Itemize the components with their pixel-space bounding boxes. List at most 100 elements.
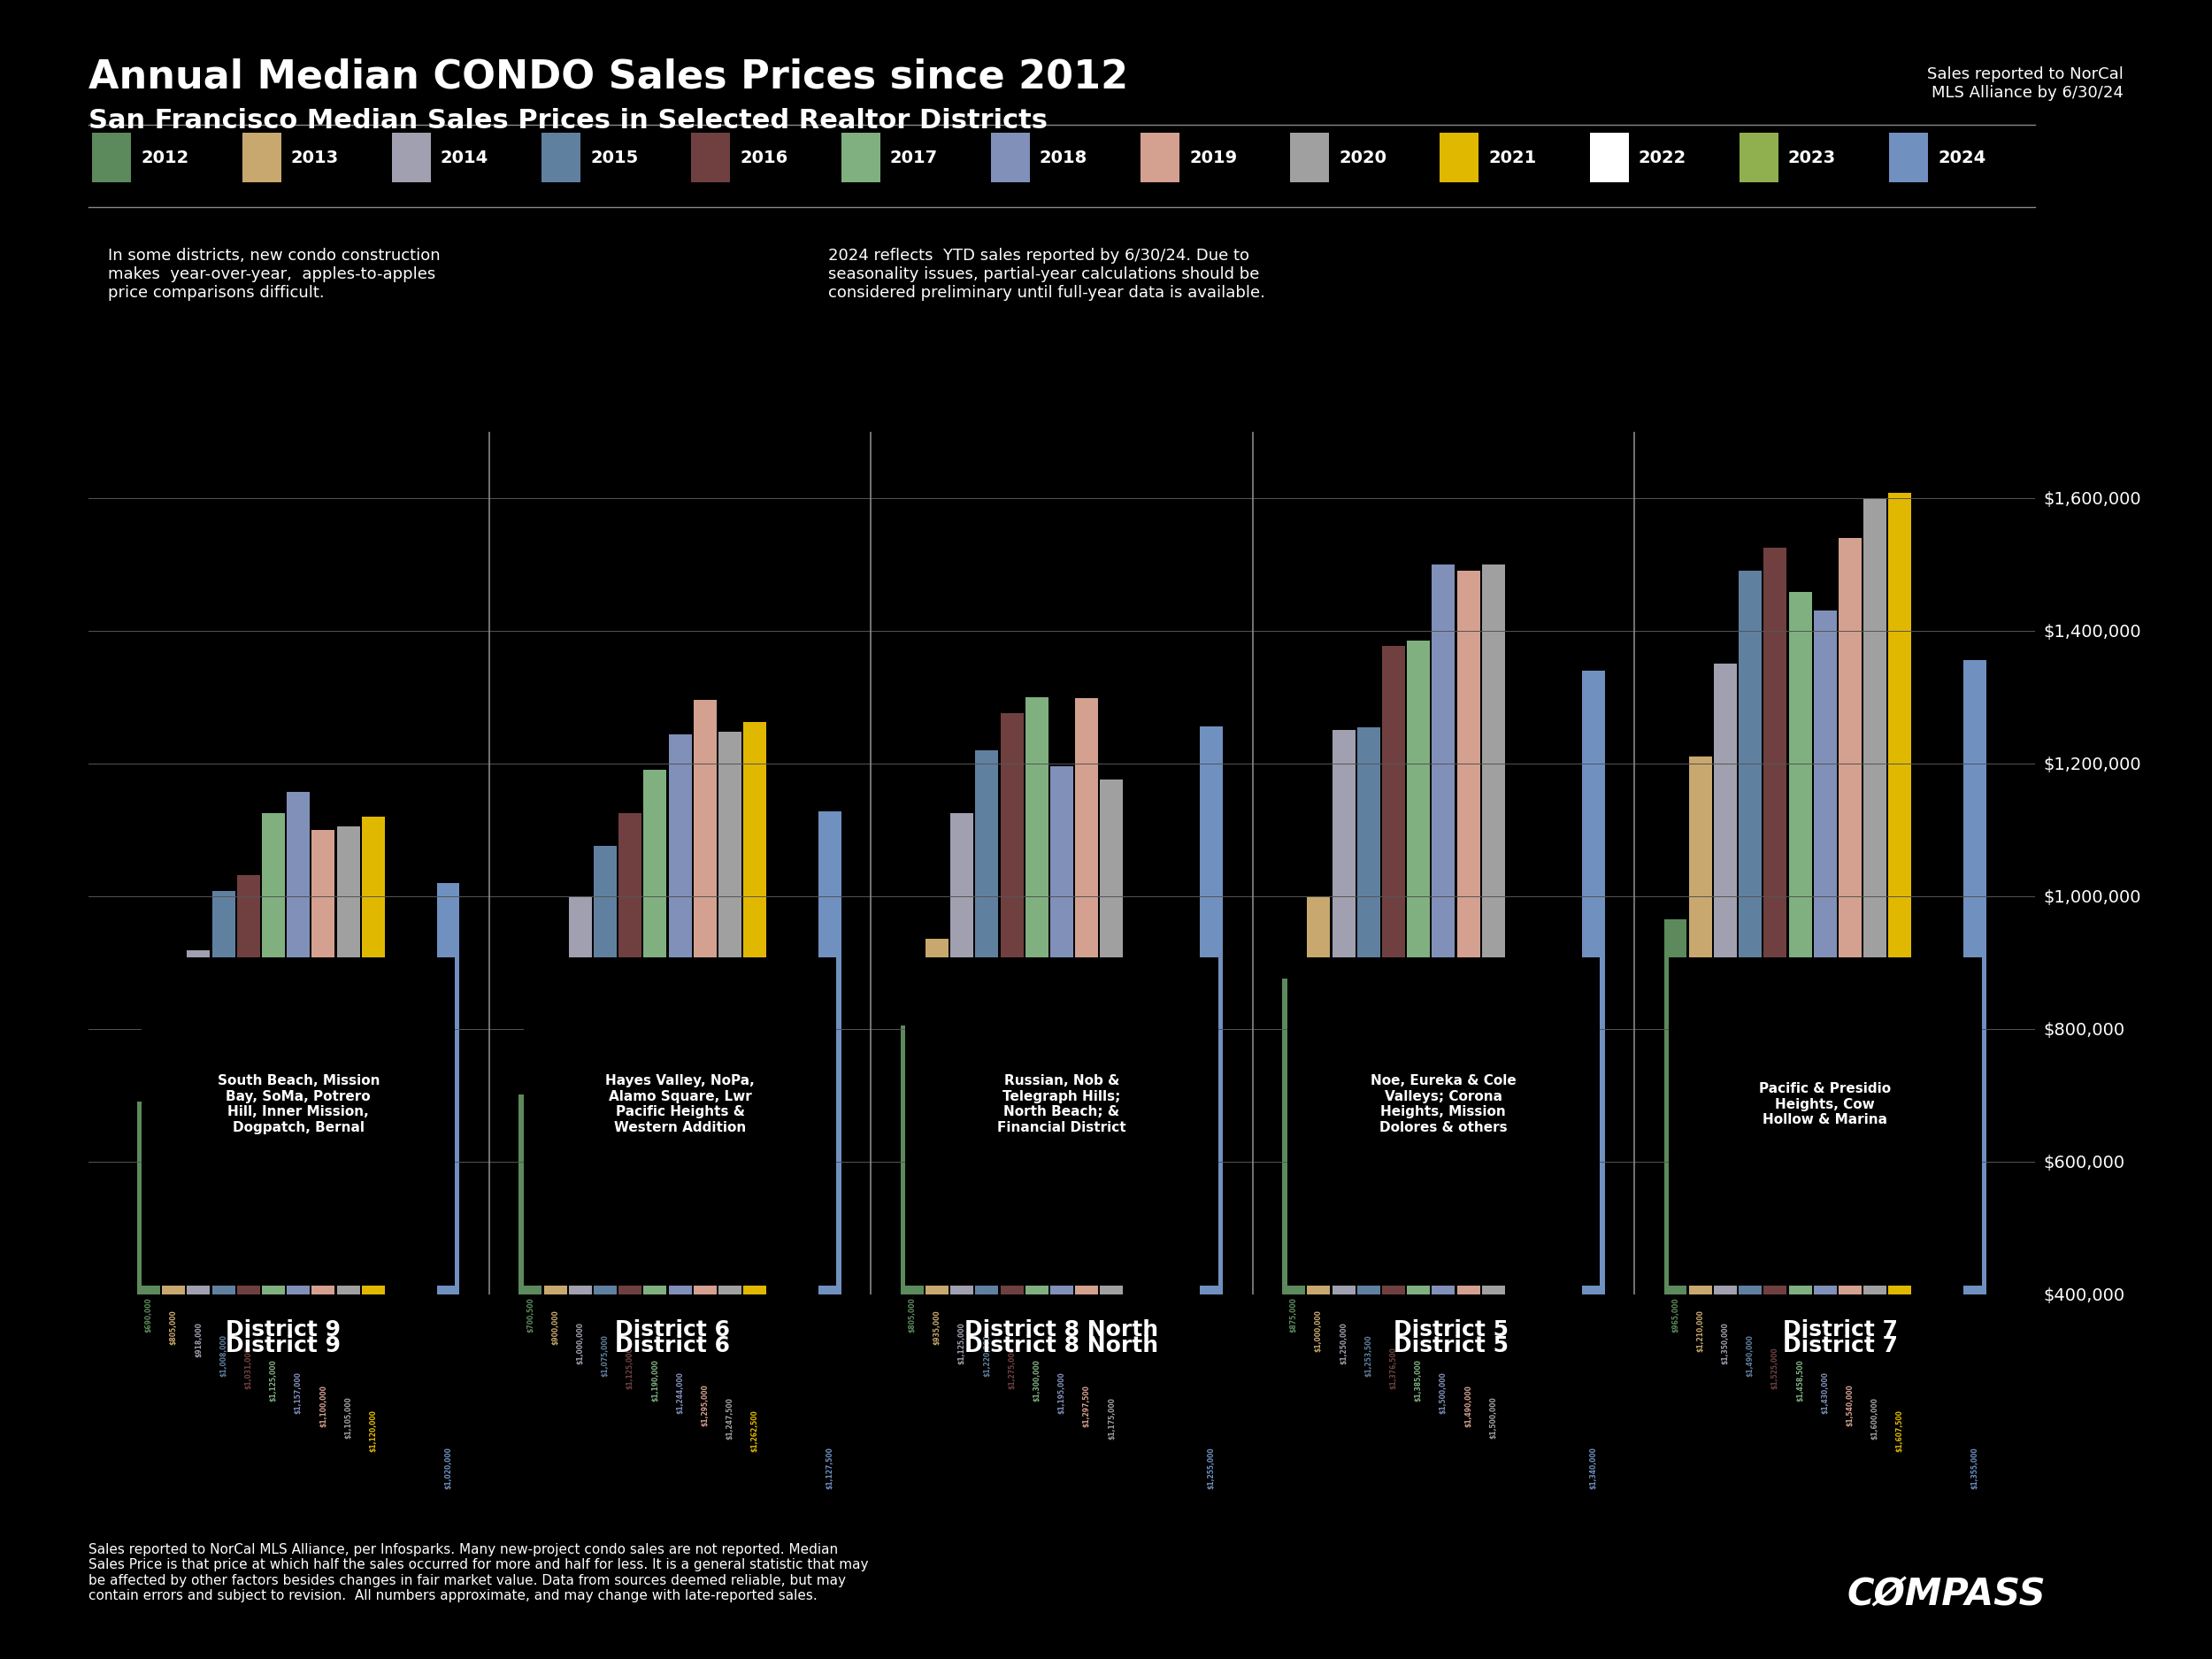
- Text: $1,125,000: $1,125,000: [958, 1322, 967, 1364]
- Bar: [925, 939, 949, 1294]
- Bar: [436, 883, 460, 1294]
- Bar: [1307, 896, 1329, 1294]
- FancyBboxPatch shape: [1287, 957, 1599, 1286]
- Text: District 6: District 6: [615, 1319, 730, 1340]
- Text: District 8 North: District 8 North: [964, 1319, 1159, 1340]
- FancyBboxPatch shape: [1668, 957, 1982, 1286]
- Text: $1,275,000: $1,275,000: [1009, 1347, 1015, 1390]
- Text: $1,300,000: $1,300,000: [1033, 1360, 1042, 1402]
- Text: 2016: 2016: [741, 149, 787, 166]
- Text: $1,540,000: $1,540,000: [1847, 1384, 1854, 1427]
- Text: $1,250,000: $1,250,000: [1340, 1322, 1347, 1364]
- Text: 2022: 2022: [1639, 149, 1686, 166]
- Text: 2017: 2017: [889, 149, 938, 166]
- Text: $1,100,000: $1,100,000: [319, 1384, 327, 1427]
- Text: Noe, Eureka & Cole
Valleys; Corona
Heights, Mission
Dolores & others: Noe, Eureka & Cole Valleys; Corona Heigh…: [1371, 1075, 1515, 1135]
- FancyBboxPatch shape: [524, 957, 836, 1286]
- Text: $1,120,000: $1,120,000: [369, 1410, 378, 1452]
- Bar: [818, 811, 841, 1294]
- Bar: [188, 951, 210, 1294]
- Bar: [542, 133, 580, 182]
- Text: Annual Median CONDO Sales Prices since 2012: Annual Median CONDO Sales Prices since 2…: [88, 58, 1128, 96]
- Text: $1,350,000: $1,350,000: [1721, 1322, 1730, 1364]
- Text: CØMPASS: CØMPASS: [1847, 1576, 2046, 1613]
- Text: $700,500: $700,500: [526, 1297, 535, 1332]
- Bar: [520, 1095, 542, 1294]
- Text: $1,458,500: $1,458,500: [1796, 1360, 1805, 1402]
- Text: $1,385,000: $1,385,000: [1413, 1360, 1422, 1402]
- Text: $805,000: $805,000: [170, 1311, 177, 1345]
- Text: District 7: District 7: [1783, 1335, 1898, 1357]
- Text: $1,355,000: $1,355,000: [1971, 1447, 1980, 1488]
- Bar: [137, 1102, 159, 1294]
- Text: 2018: 2018: [1040, 149, 1088, 166]
- Bar: [237, 876, 261, 1294]
- Text: $1,127,500: $1,127,500: [825, 1447, 834, 1490]
- Text: $690,000: $690,000: [144, 1297, 153, 1332]
- Text: $1,255,000: $1,255,000: [1208, 1447, 1214, 1488]
- Bar: [1458, 571, 1480, 1294]
- Text: 2021: 2021: [1489, 149, 1537, 166]
- Text: $1,295,000: $1,295,000: [701, 1384, 710, 1427]
- Text: $1,220,000: $1,220,000: [982, 1334, 991, 1377]
- Text: $900,000: $900,000: [551, 1311, 560, 1345]
- Text: $1,525,000: $1,525,000: [1772, 1347, 1778, 1389]
- Bar: [1440, 133, 1480, 182]
- Text: $1,500,000: $1,500,000: [1440, 1372, 1447, 1413]
- Bar: [1358, 728, 1380, 1294]
- Text: $1,297,500: $1,297,500: [1082, 1384, 1091, 1427]
- Bar: [1889, 133, 1929, 182]
- Bar: [1382, 645, 1405, 1294]
- Bar: [1332, 730, 1356, 1294]
- Bar: [1889, 493, 1911, 1294]
- Text: Hayes Valley, NoPa,
Alamo Square, Lwr
Pacific Heights &
Western Addition: Hayes Valley, NoPa, Alamo Square, Lwr Pa…: [606, 1075, 754, 1135]
- Bar: [336, 826, 361, 1294]
- Bar: [568, 896, 593, 1294]
- Bar: [1201, 727, 1223, 1294]
- Bar: [392, 133, 431, 182]
- Text: $1,247,500: $1,247,500: [726, 1397, 734, 1440]
- Text: $965,000: $965,000: [1672, 1297, 1679, 1332]
- Text: $1,157,000: $1,157,000: [294, 1372, 303, 1415]
- Text: 2024: 2024: [1938, 149, 1986, 166]
- Text: $1,000,000: $1,000,000: [1314, 1311, 1323, 1352]
- Text: $1,376,500: $1,376,500: [1389, 1347, 1398, 1390]
- Text: $1,607,500: $1,607,500: [1896, 1410, 1905, 1452]
- Text: $1,105,000: $1,105,000: [345, 1397, 352, 1438]
- Bar: [241, 133, 281, 182]
- Text: $805,000: $805,000: [909, 1297, 916, 1332]
- Bar: [593, 846, 617, 1294]
- Text: 2014: 2014: [440, 149, 489, 166]
- Bar: [1141, 133, 1179, 182]
- Bar: [1863, 498, 1887, 1294]
- Bar: [1431, 564, 1455, 1294]
- Text: District 5: District 5: [1394, 1335, 1509, 1357]
- Text: $1,244,000: $1,244,000: [677, 1372, 684, 1415]
- Bar: [1407, 640, 1429, 1294]
- Bar: [312, 830, 334, 1294]
- Text: 2013: 2013: [290, 149, 338, 166]
- Bar: [1283, 979, 1305, 1294]
- Bar: [363, 816, 385, 1294]
- Bar: [1000, 713, 1024, 1294]
- Text: District 8 North: District 8 North: [964, 1335, 1159, 1357]
- Text: $918,000: $918,000: [195, 1322, 204, 1357]
- Bar: [991, 133, 1031, 182]
- Text: $1,600,000: $1,600,000: [1871, 1397, 1878, 1440]
- Bar: [1739, 133, 1778, 182]
- Text: 2019: 2019: [1190, 149, 1237, 166]
- Text: $1,262,500: $1,262,500: [750, 1410, 759, 1452]
- Bar: [719, 732, 741, 1294]
- Text: $1,075,000: $1,075,000: [602, 1334, 608, 1377]
- FancyBboxPatch shape: [142, 957, 456, 1286]
- Text: $875,000: $875,000: [1290, 1297, 1298, 1332]
- Text: 2015: 2015: [591, 149, 639, 166]
- Text: San Francisco Median Sales Prices in Selected Realtor Districts: San Francisco Median Sales Prices in Sel…: [88, 108, 1048, 133]
- Text: $1,125,000: $1,125,000: [270, 1360, 276, 1402]
- Text: $1,175,000: $1,175,000: [1108, 1397, 1115, 1440]
- Text: $1,020,000: $1,020,000: [445, 1447, 451, 1490]
- Bar: [1688, 757, 1712, 1294]
- Bar: [951, 813, 973, 1294]
- Text: $1,500,000: $1,500,000: [1489, 1397, 1498, 1438]
- Text: $1,190,000: $1,190,000: [650, 1360, 659, 1402]
